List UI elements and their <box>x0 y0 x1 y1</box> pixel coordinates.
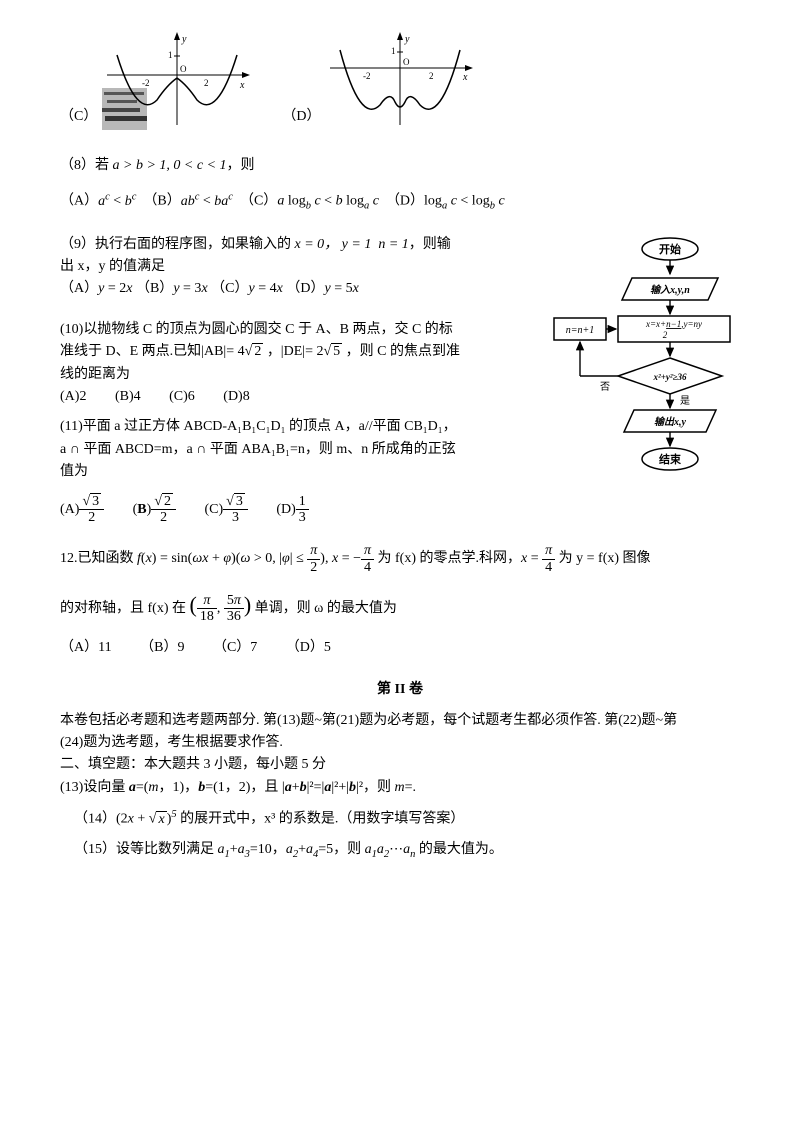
svg-text:2: 2 <box>663 330 668 340</box>
q10-a: 2 <box>79 389 86 404</box>
graph-d-label: （D） <box>282 106 320 130</box>
q12-c: 7 <box>250 640 257 655</box>
question-14: （14）(2x + √x)5 的展开式中，x³ 的系数是.（用数字填写答案） <box>60 807 740 831</box>
svg-text:1: 1 <box>168 50 173 60</box>
flow-text-col: （9）执行右面的程序图，如果输入的 x = 0， y = 1 n = 1，则输 … <box>60 234 540 544</box>
graph-d-svg: y x O -2 2 1 <box>325 30 475 130</box>
q10-l2b: ，|DE|= <box>263 344 316 359</box>
svg-text:否: 否 <box>600 381 610 393</box>
q9-q11-with-flowchart: （9）执行右面的程序图，如果输入的 x = 0， y = 1 n = 1，则输 … <box>60 234 740 544</box>
q9-line2: 出 x，y 的值满足 <box>60 256 540 278</box>
q8-cond: a > b > 1, 0 < c < 1 <box>113 158 227 173</box>
svg-text:O: O <box>180 64 187 74</box>
svg-text:1: 1 <box>391 46 396 56</box>
q10-l2a: 准线于 D、E 两点.已知|AB|= <box>60 344 238 359</box>
q10-line2: 准线于 D、E 两点.已知|AB|= 4√2 ，|DE|= 2√5 ，则 C 的… <box>60 341 540 363</box>
q12-line2: 的对称轴，且 f(x) 在 (π18, 5π36) 单调，则 ω 的最大值为 <box>60 587 740 625</box>
question-8: （8）若 a > b > 1, 0 < c < 1，则 （A）ac < bc （… <box>60 155 740 216</box>
section-2-line1: 本卷包括必考题和选考题两部分. 第(13)题~第(21)题为必考题，每个试题考生… <box>60 710 740 732</box>
svg-text:y: y <box>181 34 187 45</box>
q12-line1: 12.已知函数 f(x) = sin(ωx + φ)(ω > 0, |φ| ≤ … <box>60 543 740 575</box>
graph-c-svg: y x O -2 2 1 <box>102 30 252 130</box>
graph-c-item: （C） y x O -2 2 1 <box>60 30 252 130</box>
question-11: (11)平面 a 过正方体 ABCD-A₁B₁C₁D₁ 的顶点 A，a//平面 … <box>60 416 540 525</box>
q12-l2a: 的对称轴，且 f(x) 在 <box>60 601 190 616</box>
q10-l2c: ，则 C 的焦点到准 <box>342 344 460 359</box>
q10-c: 6 <box>188 389 195 404</box>
q9-l1-prefix: （9）执行右面的程序图，如果输入的 <box>60 237 295 252</box>
q9-l1-suffix: ，则输 <box>409 237 451 252</box>
svg-text:x: x <box>462 72 468 83</box>
graph-c-label: （C） <box>60 106 97 130</box>
svg-text:-2: -2 <box>363 71 371 81</box>
svg-text:x²+y²≥36: x²+y²≥36 <box>653 372 687 382</box>
question-10: (10)以抛物线 C 的顶点为圆心的圆交 C 于 A、B 两点，交 C 的标 准… <box>60 319 540 409</box>
q11-opts: (A)√32 (B)√22 (C)√33 (D)13 <box>60 494 540 526</box>
q9-line1: （9）执行右面的程序图，如果输入的 x = 0， y = 1 n = 1，则输 <box>60 234 540 256</box>
svg-text:输出x,y: 输出x,y <box>654 416 687 428</box>
q8-suffix: ，则 <box>227 158 255 173</box>
q12-opts: （A）11 （B）9 （C）7 （D）5 <box>60 637 740 659</box>
question-9: （9）执行右面的程序图，如果输入的 x = 0， y = 1 n = 1，则输 … <box>60 234 540 301</box>
svg-text:结束: 结束 <box>658 452 682 466</box>
question-13: (13)设向量 a=(m，1)，b=(1，2)，且 |a+b|²=|a|²+|b… <box>60 777 740 799</box>
svg-text:2: 2 <box>204 78 209 88</box>
section-2-line3: 二、填空题：本大题共 3 小题，每小题 5 分 <box>60 754 740 776</box>
q12-l1c: 为 f(x) 的零点学.科网， <box>374 551 521 566</box>
svg-text:输入x,y,n: 输入x,y,n <box>650 284 690 296</box>
q12-b: 9 <box>177 640 184 655</box>
svg-text:是: 是 <box>680 395 690 407</box>
q10-line3: 线的距离为 <box>60 364 540 386</box>
q8-options: （A）ac < bc （B）abc < bac （C）a logb c < b … <box>60 189 740 215</box>
q8-stem: （8）若 a > b > 1, 0 < c < 1，则 <box>60 155 740 177</box>
q12-d: 5 <box>324 640 331 655</box>
svg-text:x: x <box>239 80 245 91</box>
q12-a: 11 <box>98 640 111 655</box>
svg-text:O: O <box>403 57 410 67</box>
section-2-title: 第 II 卷 <box>60 679 740 701</box>
question-15: （15）设等比数列满足 a1+a3=10，a2+a4=5，则 a1a2⋯an 的… <box>60 839 740 864</box>
q9-l1-vals: x = 0， y = 1 n = 1 <box>295 237 409 252</box>
q11-line3: 值为 <box>60 461 540 483</box>
svg-text:2: 2 <box>429 71 434 81</box>
q10-opts: (A)2 (B)4 (C)6 (D)8 <box>60 386 540 408</box>
q8-prefix: （8）若 <box>60 158 113 173</box>
graphs-row: （C） y x O -2 2 1 （D） <box>60 30 740 130</box>
svg-text:开始: 开始 <box>659 242 681 256</box>
svg-text:-2: -2 <box>142 78 150 88</box>
q14-suffix: 的展开式中，x³ 的系数是.（用数字填写答案） <box>177 812 465 827</box>
flowchart-container: 开始 输入x,y,n x=x+n−1,y=ny 2 x²+y²≥36 是 否 n… <box>550 234 740 544</box>
q10-d: 8 <box>243 389 250 404</box>
svg-text:n=n+1: n=n+1 <box>566 325 595 336</box>
question-12: 12.已知函数 f(x) = sin(ωx + φ)(ω > 0, |φ| ≤ … <box>60 543 740 659</box>
section-2-line2: (24)题为选考题，考生根据要求作答. <box>60 732 740 754</box>
svg-text:y: y <box>404 34 410 45</box>
graph-d-item: （D） y x O -2 2 1 <box>282 30 475 130</box>
q12-l1a: 12.已知函数 <box>60 551 137 566</box>
q14-prefix: （14） <box>74 812 116 827</box>
svg-text:x=x+n−1,y=ny: x=x+n−1,y=ny <box>645 319 702 329</box>
q12-l2c: 单调，则 ω 的最大值为 <box>251 601 397 616</box>
flowchart-svg: 开始 输入x,y,n x=x+n−1,y=ny 2 x²+y²≥36 是 否 n… <box>550 234 740 484</box>
q12-l1e: 为 y = f(x) 图像 <box>555 551 650 566</box>
q10-line1: (10)以抛物线 C 的顶点为圆心的圆交 C 于 A、B 两点，交 C 的标 <box>60 319 540 341</box>
q11-line1: (11)平面 a 过正方体 ABCD-A₁B₁C₁D₁ 的顶点 A，a//平面 … <box>60 416 540 438</box>
q11-line2: a ∩ 平面 ABCD=m，a ∩ 平面 ABA₁B₁=n，则 m、n 所成角的… <box>60 439 540 461</box>
q9-opts: （A）y = 2x （B）y = 3x （C）y = 4x （D）y = 5x <box>60 278 540 300</box>
q10-b: 4 <box>134 389 141 404</box>
